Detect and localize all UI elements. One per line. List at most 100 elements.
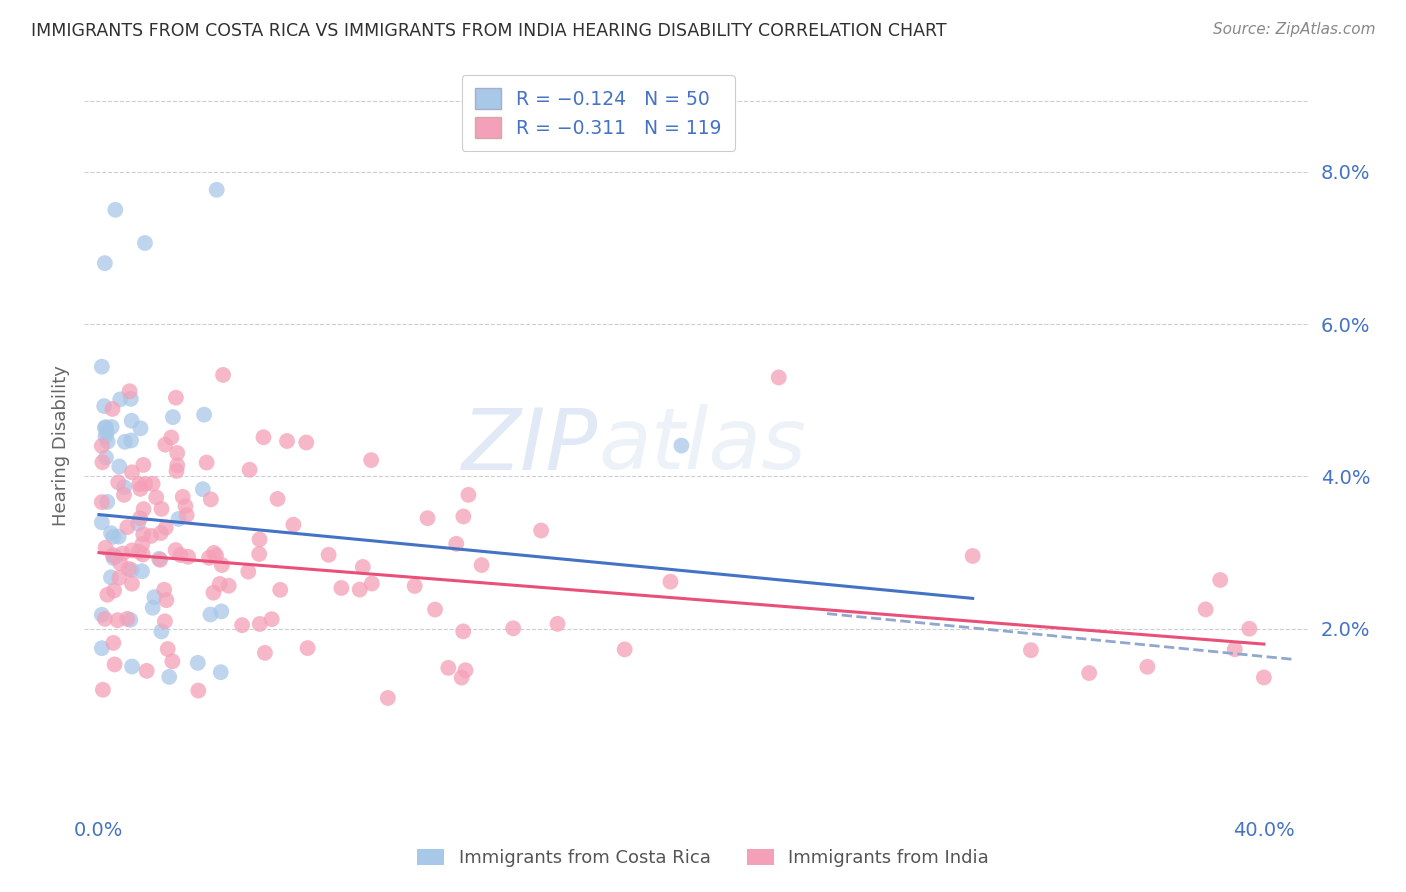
Point xyxy=(107,530,129,544)
Point xyxy=(121,414,143,428)
Point xyxy=(96,425,118,440)
Point xyxy=(218,579,240,593)
Point xyxy=(93,399,115,413)
Point xyxy=(103,530,125,544)
Point xyxy=(90,516,112,530)
Point xyxy=(208,577,231,591)
Point xyxy=(142,600,165,615)
Point xyxy=(121,659,143,673)
Point xyxy=(318,548,340,562)
Point xyxy=(416,511,439,525)
Point xyxy=(202,546,225,560)
Point xyxy=(156,642,179,657)
Point xyxy=(1223,642,1246,657)
Point xyxy=(160,430,183,444)
Point xyxy=(1253,670,1275,684)
Point xyxy=(349,582,371,597)
Point xyxy=(360,576,382,591)
Point xyxy=(120,434,142,448)
Point xyxy=(91,682,114,697)
Point xyxy=(193,408,215,422)
Point xyxy=(177,549,200,564)
Point xyxy=(100,526,122,541)
Point xyxy=(295,435,318,450)
Y-axis label: Hearing Disability: Hearing Disability xyxy=(52,366,70,526)
Point xyxy=(165,391,187,405)
Point xyxy=(471,558,494,572)
Point xyxy=(768,370,790,384)
Text: Source: ZipAtlas.com: Source: ZipAtlas.com xyxy=(1212,22,1375,37)
Point xyxy=(200,492,222,507)
Point xyxy=(94,429,117,443)
Point xyxy=(150,624,173,639)
Point xyxy=(128,544,150,558)
Point xyxy=(162,654,184,668)
Point xyxy=(269,582,291,597)
Point xyxy=(108,459,131,474)
Point xyxy=(132,458,155,472)
Point xyxy=(205,183,228,197)
Point xyxy=(121,563,143,577)
Point xyxy=(205,549,228,563)
Point xyxy=(671,439,693,453)
Point xyxy=(155,437,177,451)
Point xyxy=(121,543,143,558)
Point xyxy=(108,392,131,407)
Point xyxy=(100,420,122,434)
Point xyxy=(155,520,177,534)
Point xyxy=(260,612,283,626)
Point xyxy=(191,482,214,496)
Point xyxy=(104,202,127,217)
Point xyxy=(169,548,191,562)
Point xyxy=(231,618,253,632)
Point xyxy=(118,562,141,576)
Point xyxy=(90,641,112,656)
Point xyxy=(200,607,222,622)
Point xyxy=(129,421,152,435)
Point xyxy=(437,661,460,675)
Point xyxy=(360,453,382,467)
Point xyxy=(247,547,270,561)
Point xyxy=(276,434,298,448)
Point xyxy=(128,477,150,491)
Point xyxy=(132,548,155,562)
Point xyxy=(107,613,129,627)
Point xyxy=(283,517,305,532)
Point xyxy=(547,616,569,631)
Point xyxy=(166,458,188,473)
Point xyxy=(94,541,117,555)
Text: ZIP: ZIP xyxy=(461,404,598,488)
Text: atlas: atlas xyxy=(598,404,806,488)
Point xyxy=(153,615,176,629)
Point xyxy=(112,488,135,502)
Point xyxy=(457,488,479,502)
Point xyxy=(94,612,117,626)
Point xyxy=(1195,602,1218,616)
Point xyxy=(209,604,232,618)
Point xyxy=(167,512,190,526)
Point xyxy=(121,466,143,480)
Point xyxy=(94,256,117,270)
Point xyxy=(90,359,112,374)
Point xyxy=(195,456,218,470)
Point xyxy=(120,613,142,627)
Point xyxy=(202,585,225,599)
Point xyxy=(502,621,524,635)
Point xyxy=(97,434,120,449)
Point xyxy=(377,690,399,705)
Point xyxy=(148,551,170,566)
Point xyxy=(239,463,262,477)
Point xyxy=(112,480,135,494)
Point xyxy=(211,558,233,572)
Point xyxy=(1136,660,1159,674)
Point xyxy=(121,576,143,591)
Legend: R = −0.124   N = 50, R = −0.311   N = 119: R = −0.124 N = 50, R = −0.311 N = 119 xyxy=(461,75,734,151)
Point xyxy=(330,581,353,595)
Point xyxy=(198,550,221,565)
Point xyxy=(962,549,984,563)
Point xyxy=(187,683,209,698)
Point xyxy=(209,665,232,680)
Point xyxy=(101,548,124,562)
Point xyxy=(114,434,136,449)
Point xyxy=(613,642,636,657)
